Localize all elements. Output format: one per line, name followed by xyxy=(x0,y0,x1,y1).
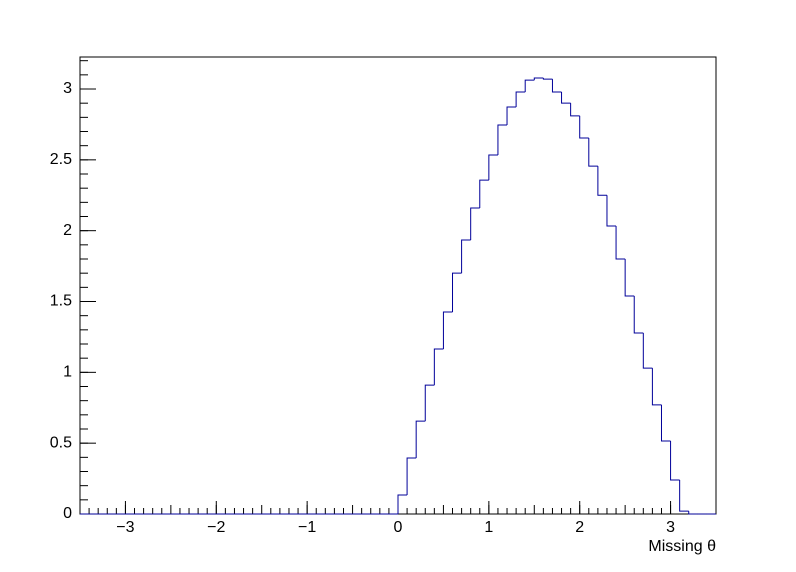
y-tick-label: 3 xyxy=(63,80,72,97)
histogram-bin xyxy=(651,368,662,406)
histogram-bin xyxy=(579,115,589,139)
x-tick-label: 0 xyxy=(394,519,403,536)
plot-frame xyxy=(79,56,717,515)
histogram-bin xyxy=(515,91,526,108)
histogram-bin xyxy=(442,311,453,349)
histogram-bin xyxy=(424,384,435,422)
histogram-bin xyxy=(660,404,671,442)
y-tick-label: 0 xyxy=(63,505,72,522)
histogram-bin xyxy=(461,239,471,274)
histogram-bin xyxy=(488,154,498,181)
histogram-bin xyxy=(497,124,508,156)
histogram-bin xyxy=(452,272,462,312)
histogram-bin xyxy=(524,79,535,92)
histogram-bin xyxy=(606,195,617,227)
histogram-bin xyxy=(551,79,562,93)
x-tick-label: −3 xyxy=(116,519,134,536)
histogram-bin xyxy=(561,91,571,104)
histogram-bin xyxy=(588,138,598,167)
histogram-bin xyxy=(406,457,417,496)
histogram-bin xyxy=(615,226,626,260)
histogram-bin xyxy=(415,420,426,459)
x-axis-label: Missing θ xyxy=(648,538,716,555)
x-tick-label: −2 xyxy=(207,519,225,536)
histogram-bin xyxy=(679,480,689,512)
histogram-bin xyxy=(633,295,644,334)
y-tick-label: 2.5 xyxy=(50,151,72,168)
histogram-bin xyxy=(570,103,580,117)
x-tick-label: 3 xyxy=(666,519,675,536)
histogram-bin xyxy=(397,494,408,514)
histogram-bin xyxy=(642,332,653,369)
histogram-bin xyxy=(506,106,517,125)
histogram-bin xyxy=(597,166,607,196)
x-tick-label: 1 xyxy=(484,519,493,536)
y-tick-label: 2 xyxy=(63,222,72,239)
histogram-bin xyxy=(624,259,635,297)
x-tick-label: −1 xyxy=(298,519,316,536)
y-tick-label: 0.5 xyxy=(50,434,72,451)
histogram-bin xyxy=(479,179,489,209)
histogram-bin xyxy=(688,511,698,515)
histogram-bin xyxy=(542,77,553,80)
histogram-bin xyxy=(670,441,680,481)
histogram-bin xyxy=(470,207,480,241)
y-tick-label: 1.5 xyxy=(50,293,72,310)
x-tick-label: 2 xyxy=(575,519,584,536)
y-tick-label: 1 xyxy=(63,364,72,381)
histogram-bin xyxy=(433,348,444,386)
histogram-bin xyxy=(533,77,544,81)
